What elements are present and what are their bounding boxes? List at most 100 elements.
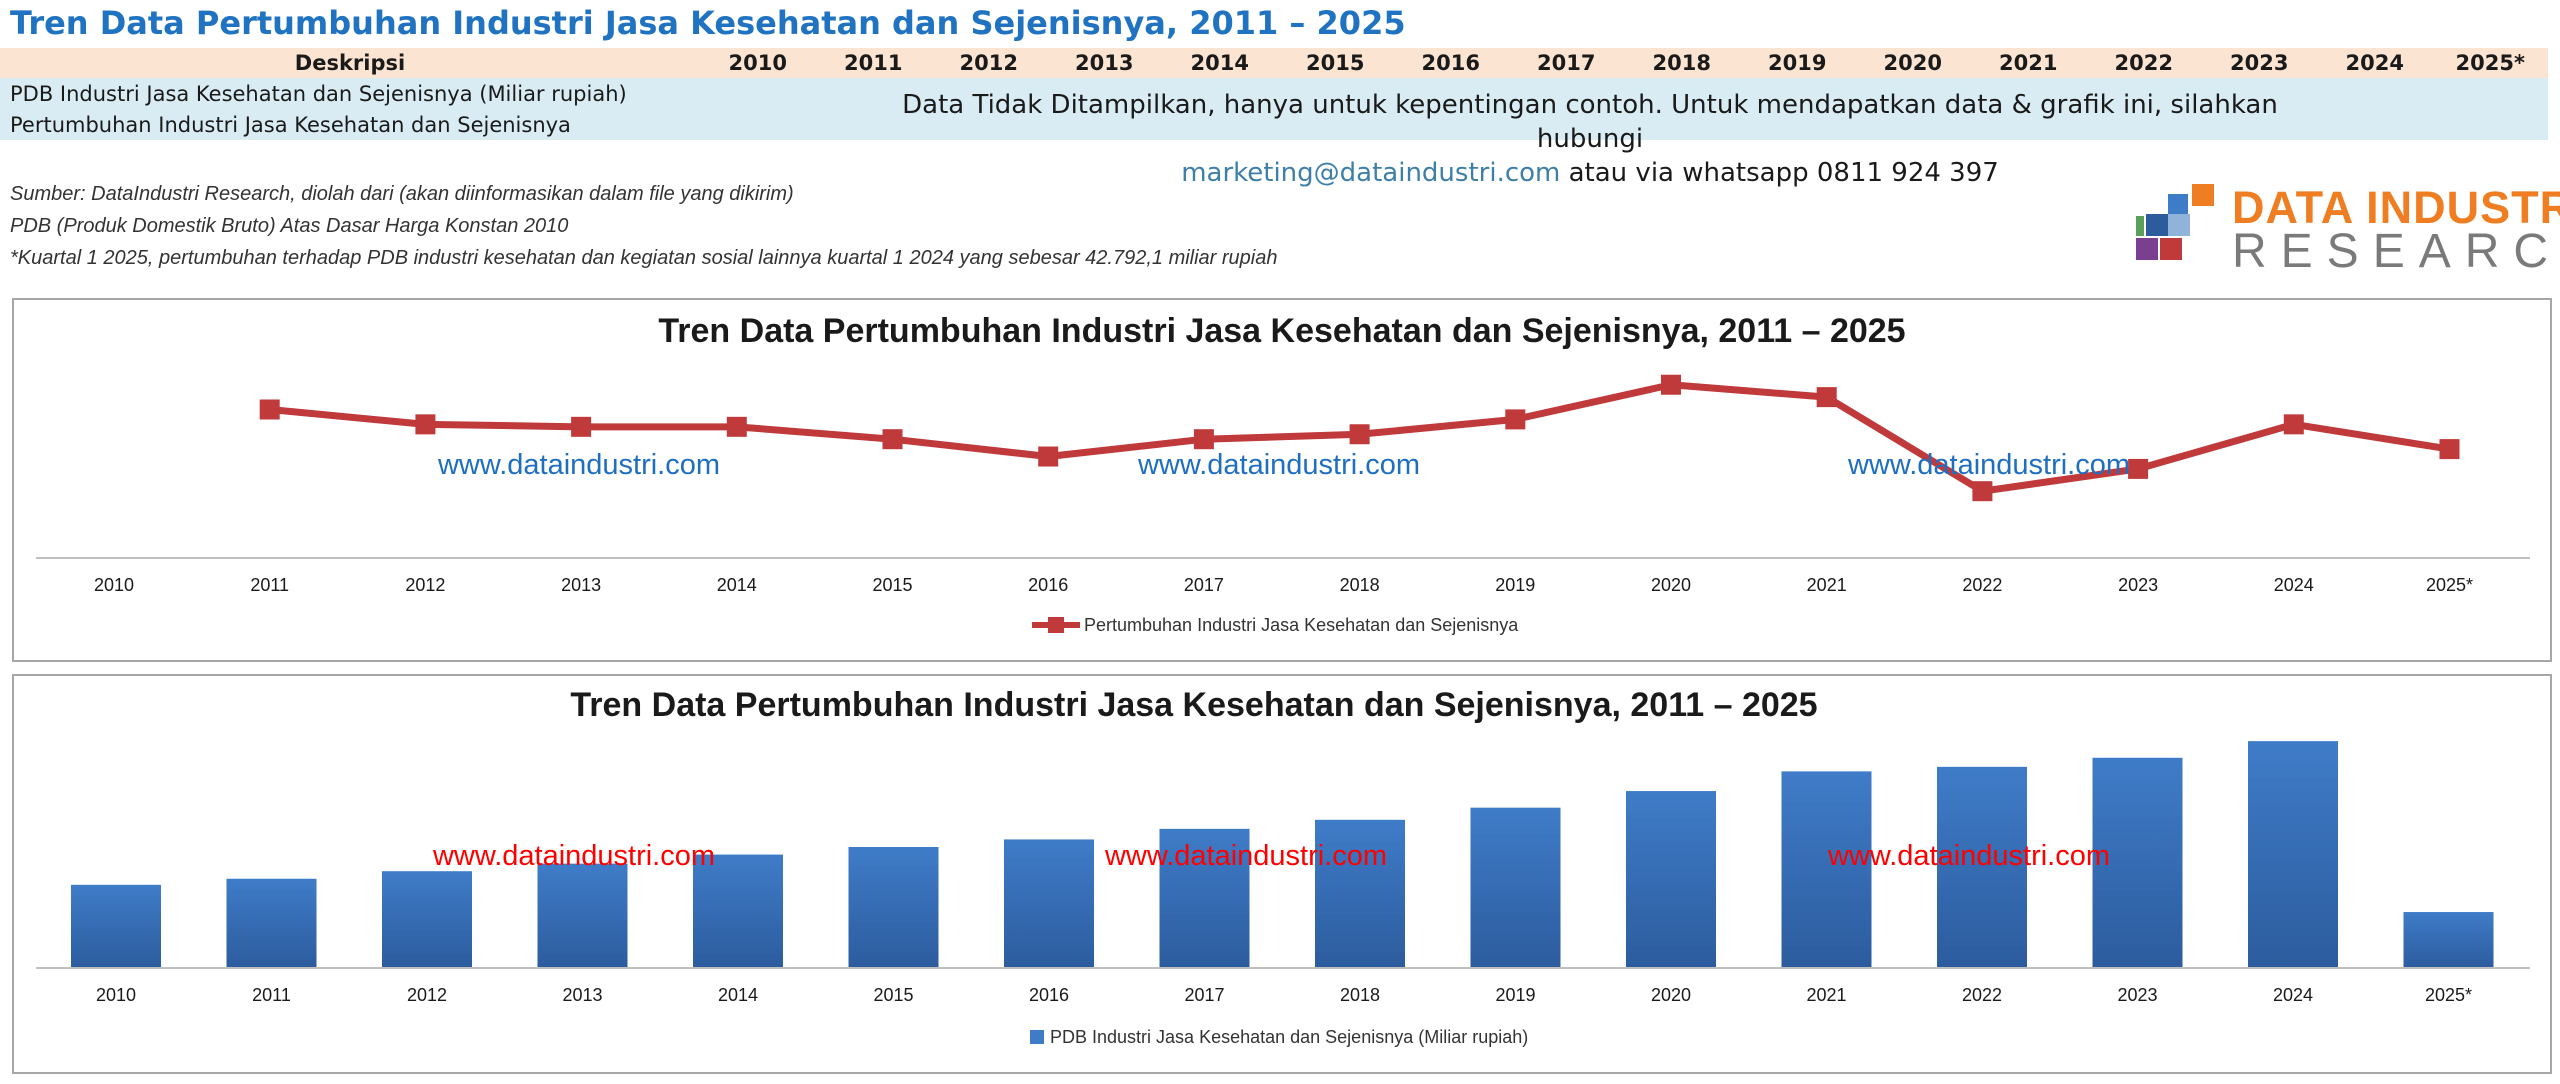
table-header-description: Deskripsi bbox=[0, 48, 700, 78]
bar-chart-x-tick: 2013 bbox=[562, 985, 602, 1005]
notice-line-2: marketing@dataindustri.com atau via what… bbox=[870, 156, 2310, 190]
line-chart-point bbox=[259, 399, 280, 420]
data-table: Deskripsi 2010 2011 2012 2013 2014 2015 2016 20… bbox=[0, 48, 2548, 140]
line-chart-x-tick: 2018 bbox=[1340, 575, 1380, 595]
bar-chart-x-tick: 2016 bbox=[1029, 985, 1069, 1005]
line-chart-point bbox=[882, 429, 903, 450]
bar-chart-legend-label: PDB Industri Jasa Kesehatan dan Sejenisn… bbox=[1050, 1027, 1528, 1047]
bar-chart-bar bbox=[537, 863, 628, 968]
table-header-year: 2016 bbox=[1393, 48, 1509, 78]
line-chart-point bbox=[415, 414, 436, 435]
line-chart-x-tick: 2014 bbox=[717, 575, 757, 595]
line-chart-x-tick: 2011 bbox=[250, 575, 289, 595]
line-chart-legend-marker-icon bbox=[1048, 617, 1064, 633]
bar-chart-bar bbox=[1159, 828, 1250, 968]
page-title: Tren Data Pertumbuhan Industri Jasa Kese… bbox=[10, 4, 1406, 42]
bar-chart-bar bbox=[382, 871, 472, 968]
bar-chart-x-tick: 2024 bbox=[2273, 985, 2313, 1005]
bar-chart-x-tick: 2025* bbox=[2425, 985, 2472, 1005]
line-chart-point bbox=[2128, 458, 2149, 479]
line-chart-panel: Tren Data Pertumbuhan Industri Jasa Kese… bbox=[12, 298, 2552, 662]
line-chart-x-tick: 2022 bbox=[1962, 575, 2002, 595]
table-row: PDB Industri Jasa Kesehatan dan Sejenisn… bbox=[0, 78, 2548, 109]
line-chart-x-tick: 2013 bbox=[561, 575, 601, 595]
line-chart-watermark: www.dataindustri.com bbox=[437, 449, 720, 481]
line-chart-x-tick: 2021 bbox=[1807, 575, 1847, 595]
bar-chart-bar bbox=[2248, 741, 2338, 968]
line-chart-point bbox=[1972, 481, 1993, 502]
footnote-quarter: *Kuartal 1 2025, pertumbuhan terhadap PD… bbox=[10, 247, 1278, 269]
bar-chart-bar bbox=[1626, 791, 1716, 968]
line-chart-title: Tren Data Pertumbuhan Industri Jasa Kese… bbox=[658, 312, 1905, 350]
logo-text-bottom: RESEARCH bbox=[2232, 225, 2560, 278]
notice-whatsapp-text: atau via whatsapp 0811 924 397 bbox=[1560, 158, 1999, 188]
line-chart-point bbox=[1505, 409, 1526, 430]
bar-chart: Tren Data Pertumbuhan Industri Jasa Kese… bbox=[36, 686, 2530, 1047]
bar-chart-bar bbox=[1315, 819, 1405, 968]
footnote-pdb-basis: PDB (Produk Domestik Bruto) Atas Dasar H… bbox=[10, 215, 569, 237]
bar-chart-bar bbox=[693, 854, 783, 968]
bar-chart-x-tick: 2023 bbox=[2117, 985, 2157, 1005]
bar-chart-x-tick: 2022 bbox=[1962, 985, 2002, 1005]
logo-text-top: DATA INDUSTRI bbox=[2232, 182, 2560, 233]
bar-chart-bar bbox=[2403, 912, 2494, 968]
bar-chart-bar bbox=[848, 847, 939, 968]
line-chart-point bbox=[1661, 374, 1681, 395]
table-row-growth-label: Pertumbuhan Industri Jasa Kesehatan dan … bbox=[0, 109, 2548, 140]
line-chart-x-tick: 2023 bbox=[2118, 575, 2158, 595]
bar-chart-x-tick: 2010 bbox=[96, 985, 136, 1005]
table-header-year: 2011 bbox=[815, 48, 931, 78]
table-header-year: 2020 bbox=[1855, 48, 1971, 78]
table-header-year: 2012 bbox=[931, 48, 1047, 78]
table-header-year: 2010 bbox=[700, 48, 816, 78]
bar-chart-bar bbox=[226, 878, 317, 968]
line-chart-x-tick: 2016 bbox=[1028, 575, 1068, 595]
line-chart-x-tick: 2012 bbox=[405, 575, 445, 595]
line-chart-legend-label: Pertumbuhan Industri Jasa Kesehatan dan … bbox=[1084, 615, 1519, 635]
table-header-year: 2018 bbox=[1624, 48, 1740, 78]
table-header-year: 2021 bbox=[1970, 48, 2086, 78]
bar-chart-watermark: www.dataindustri.com bbox=[1827, 840, 2110, 872]
line-chart-x-tick: 2024 bbox=[2274, 575, 2314, 595]
data-hidden-notice: Data Tidak Ditampilkan, hanya untuk kepe… bbox=[870, 88, 2310, 190]
line-chart-x-tick: 2017 bbox=[1184, 575, 1224, 595]
bar-chart-x-tick: 2015 bbox=[873, 985, 913, 1005]
bar-chart-x-tick: 2011 bbox=[252, 985, 291, 1005]
bar-chart-x-tick: 2020 bbox=[1651, 985, 1691, 1005]
line-chart-point bbox=[726, 416, 747, 437]
line-chart-x-tick: 2019 bbox=[1495, 575, 1535, 595]
bar-chart-x-tick: 2019 bbox=[1495, 985, 1535, 1005]
bar-chart-bar bbox=[1937, 766, 2027, 968]
line-chart-x-tick: 2010 bbox=[94, 575, 134, 595]
line-chart-watermark: www.dataindustri.com bbox=[1847, 449, 2130, 481]
table-header-year: 2015 bbox=[1277, 48, 1393, 78]
table-row-pdb-label: PDB Industri Jasa Kesehatan dan Sejenisn… bbox=[0, 78, 2548, 109]
table-header-year: 2017 bbox=[1508, 48, 1624, 78]
bar-chart-title: Tren Data Pertumbuhan Industri Jasa Kese… bbox=[570, 686, 1817, 724]
bar-chart-bar bbox=[1004, 839, 1094, 968]
bar-chart-bar bbox=[2092, 757, 2183, 968]
line-chart: Tren Data Pertumbuhan Industri Jasa Kese… bbox=[36, 312, 2530, 635]
logo-mark-icon bbox=[2136, 184, 2214, 260]
table-header-year: 2023 bbox=[2201, 48, 2317, 78]
table-header-row: Deskripsi 2010 2011 2012 2013 2014 2015 2016 20… bbox=[0, 48, 2548, 78]
line-chart-point bbox=[1193, 429, 1214, 450]
table-header-year: 2014 bbox=[1162, 48, 1278, 78]
footnotes: Sumber: DataIndustri Research, diolah da… bbox=[10, 178, 1278, 274]
bar-chart-x-tick: 2018 bbox=[1340, 985, 1380, 1005]
bar-chart-x-tick: 2017 bbox=[1184, 985, 1224, 1005]
line-chart-point bbox=[1349, 424, 1370, 445]
data-industri-logo: DATA INDUSTRI RESEARCH bbox=[2136, 182, 2560, 278]
table-header-year: 2019 bbox=[1739, 48, 1855, 78]
bar-chart-bar bbox=[1470, 807, 1561, 968]
table-header-year: 2025* bbox=[2432, 48, 2548, 78]
table-header-year: 2024 bbox=[2317, 48, 2433, 78]
line-chart-x-tick: 2015 bbox=[872, 575, 912, 595]
bar-chart-panel: Tren Data Pertumbuhan Industri Jasa Kese… bbox=[12, 674, 2552, 1074]
bar-chart-x-tick: 2012 bbox=[407, 985, 447, 1005]
bar-chart-watermark: www.dataindustri.com bbox=[432, 840, 715, 872]
line-chart-point bbox=[2439, 439, 2460, 460]
contact-email-link[interactable]: marketing@dataindustri.com bbox=[1181, 158, 1561, 188]
line-chart-x-tick: 2025* bbox=[2426, 575, 2473, 595]
bar-chart-watermark: www.dataindustri.com bbox=[1104, 840, 1387, 872]
